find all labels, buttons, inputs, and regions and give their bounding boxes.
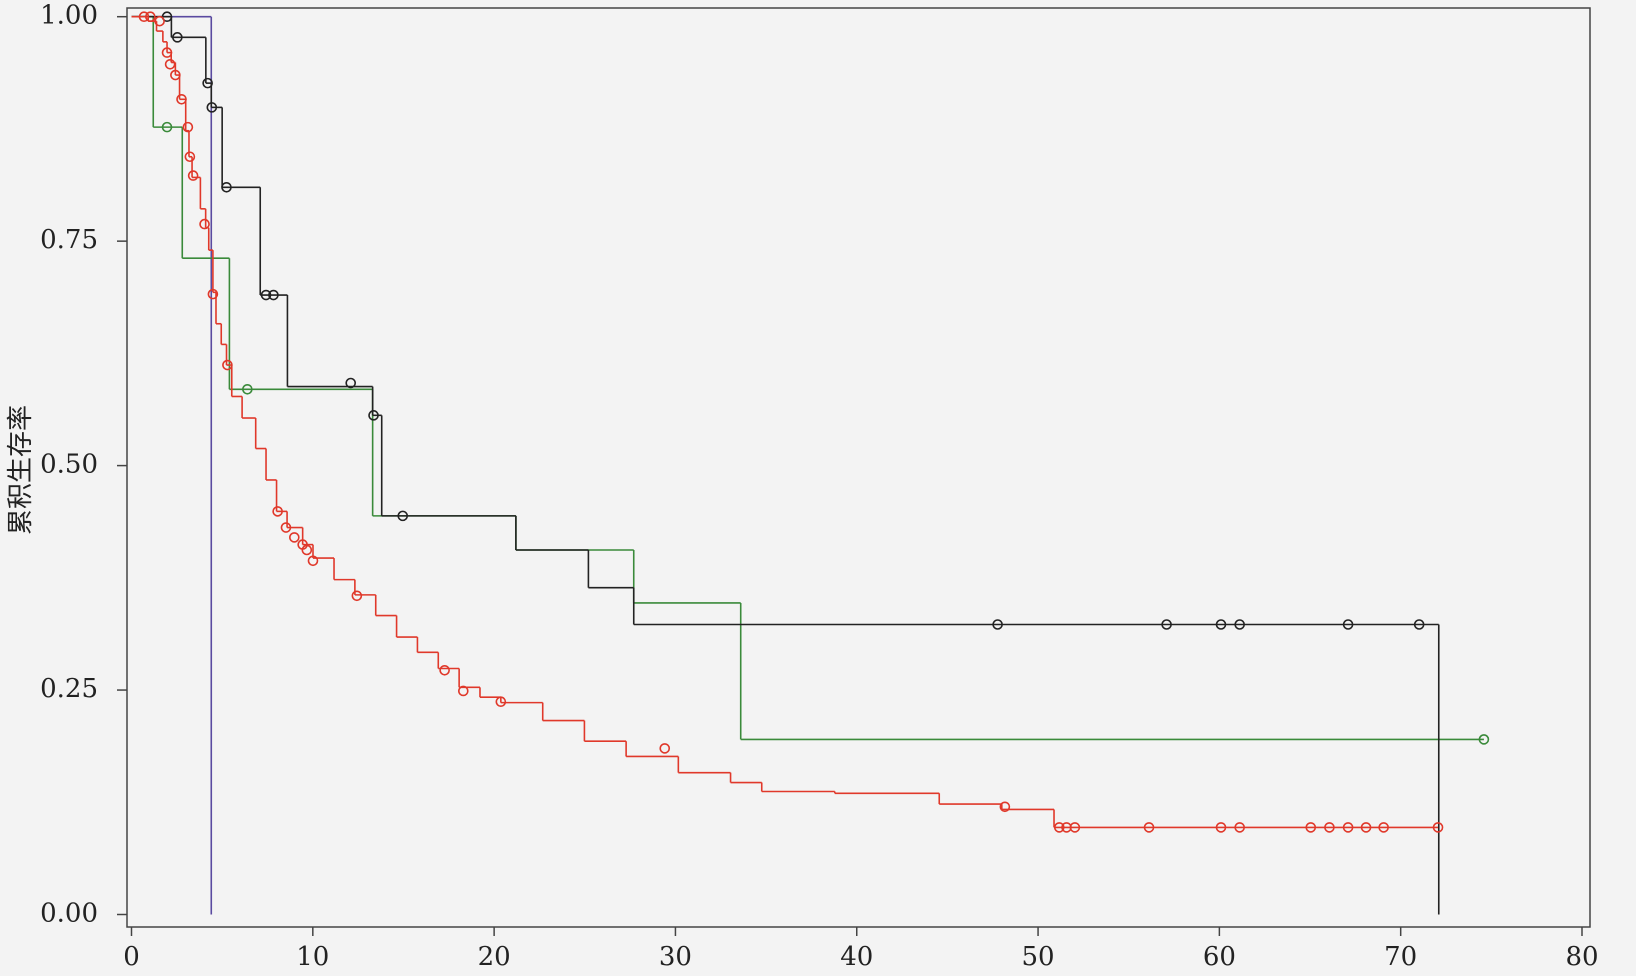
- censor-mark: [280, 522, 292, 533]
- censor-mark: [992, 619, 1003, 630]
- censor-mark: [1053, 822, 1065, 833]
- y-tick-label: 1.00: [40, 1, 98, 31]
- censor-mark: [1161, 619, 1172, 630]
- censor-mark: [999, 801, 1011, 813]
- y-tick-label: 0.75: [40, 225, 98, 255]
- censor-mark: [458, 685, 469, 697]
- censor-mark: [1069, 822, 1081, 833]
- censor-mark: [182, 121, 194, 133]
- y-tick-label: 0.00: [40, 899, 98, 929]
- y-axis-label: 累积生存率: [6, 405, 36, 535]
- x-tick-label: 10: [296, 942, 329, 972]
- censor-mark: [272, 506, 283, 517]
- censor-mark: [1215, 619, 1227, 630]
- censor-mark: [161, 47, 173, 58]
- censor-mark: [289, 532, 300, 543]
- x-tick-label: 0: [123, 942, 140, 972]
- censor-mark: [206, 102, 218, 113]
- y-tick-label: 0.50: [40, 450, 98, 480]
- censor-mark: [301, 544, 313, 556]
- censor-mark: [1342, 822, 1354, 833]
- x-tick-label: 20: [478, 942, 511, 972]
- censor-mark: [1324, 822, 1335, 833]
- censor-mark: [307, 555, 319, 567]
- censor-mark: [172, 32, 183, 43]
- x-tick-label: 80: [1565, 942, 1598, 972]
- x-tick-label: 30: [659, 942, 692, 972]
- censor-mark: [161, 11, 173, 23]
- censor-mark: [345, 377, 357, 389]
- censor-mark: [1305, 822, 1317, 833]
- censor-mark: [207, 288, 219, 300]
- censor-mark: [1432, 822, 1444, 833]
- censor-mark: [164, 58, 176, 70]
- censor-mark: [1143, 822, 1155, 833]
- censor-mark: [176, 93, 187, 105]
- censor-mark: [268, 289, 279, 301]
- censor-mark: [221, 181, 232, 193]
- censor-mark: [495, 696, 507, 708]
- y-tick-label: 0.25: [40, 674, 98, 704]
- censor-mark: [154, 15, 165, 27]
- censor-mark: [659, 743, 671, 754]
- censor-mark: [187, 170, 199, 181]
- censor-mark: [1478, 734, 1490, 745]
- censor-mark: [1413, 619, 1425, 630]
- censor-mark: [1342, 619, 1354, 630]
- censor-mark: [138, 11, 150, 23]
- censor-mark: [202, 77, 213, 89]
- censor-mark: [170, 69, 181, 81]
- censor-mark: [199, 218, 210, 230]
- plot-frame: [126, 7, 1591, 928]
- censor-mark: [260, 289, 272, 301]
- censor-mark: [439, 664, 450, 676]
- censor-mark: [1234, 822, 1245, 833]
- censor-mark: [351, 590, 363, 602]
- censor-mark: [1360, 822, 1372, 833]
- censor-mark: [368, 410, 379, 421]
- censor-mark: [242, 383, 253, 395]
- x-tick-label: 50: [1022, 942, 1055, 972]
- censor-mark: [222, 359, 233, 371]
- censor-mark: [145, 11, 156, 23]
- censor-mark: [1234, 619, 1245, 630]
- censor-mark: [161, 121, 173, 133]
- censor-mark: [184, 151, 196, 163]
- censor-mark: [1378, 822, 1389, 833]
- censor-mark: [397, 510, 409, 522]
- x-tick-label: 60: [1203, 942, 1236, 972]
- x-tick-label: 70: [1384, 942, 1417, 972]
- x-tick-label: 40: [840, 942, 873, 972]
- censor-mark: [1215, 822, 1227, 833]
